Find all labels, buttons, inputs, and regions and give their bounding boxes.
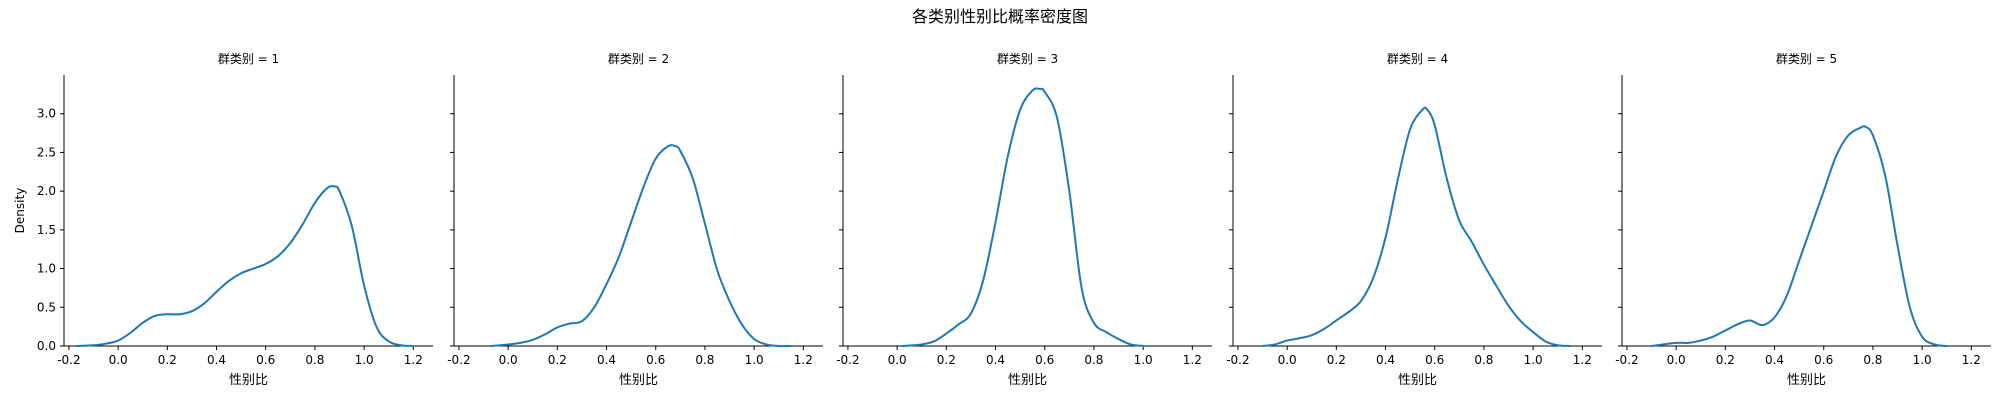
density-line [1261,106,1572,347]
x-tick-label: 1.2 [1183,353,1202,367]
panel-3: 群类别 = 3 -0.2 0.0 0.2 0.4 0.6 0.8 1.0 1.2 性别比 [836,52,1212,388]
x-tick-label: 1.0 [355,353,374,367]
x-tick-label: 0.2 [1716,353,1735,367]
x-tick-label: 0.6 [646,353,665,367]
x-tick-label: 0.8 [1084,353,1103,367]
x-tick-label: 0.0 [1667,353,1686,367]
panel-1: 群类别 = 1-0.2 0.0 0.2 0.4 0.6 0.8 1.0 1.20.00.51.… [13,52,433,388]
x-tick-label: 0.0 [888,353,907,367]
x-tick-label: 1.0 [1913,353,1932,367]
x-tick-label: 0.2 [158,353,177,367]
x-axis-label: 性别比 [1008,373,1047,388]
density-line [901,87,1145,347]
x-axis-label: 性别比 [229,373,268,388]
x-tick-label: 0.8 [305,353,324,367]
x-tick-label: -0.2 [1615,353,1638,367]
x-tick-label: 0.4 [597,353,616,367]
density-line [489,144,793,348]
x-tick-label: -0.2 [836,353,859,367]
x-tick-label: 0.8 [695,353,714,367]
x-tick-label: 0.8 [1863,353,1882,367]
y-tick-label: 2.5 [37,145,56,159]
panel-title: 群类别 = 2 [608,52,669,66]
x-axis-label: 性别比 [619,373,658,388]
panel-title: 群类别 = 5 [1776,52,1837,66]
x-tick-label: 0.0 [499,353,518,367]
x-tick-label: -0.2 [57,353,80,367]
y-tick-label: 1.5 [37,223,56,237]
panel-title: 群类别 = 1 [218,52,279,66]
y-tick-label: 0.0 [37,339,56,353]
x-tick-label: 0.4 [986,353,1005,367]
panel-2: 群类别 = 2 -0.2 0.0 0.2 0.4 0.6 0.8 1.0 1.2 性别比 [447,52,823,388]
density-line [75,185,415,347]
x-tick-label: 1.0 [1134,353,1153,367]
x-tick-label: -0.2 [447,353,470,367]
figure-title: 各类别性别比概率密度图 [912,7,1088,26]
y-tick-label: 3.0 [37,107,56,121]
x-axis-label: 性别比 [1787,373,1826,388]
x-tick-label: 0.6 [1814,353,1833,367]
x-tick-label: 0.2 [1327,353,1346,367]
y-tick-label: 2.0 [37,184,56,198]
density-line [1650,125,1948,347]
x-tick-label: 0.0 [1278,353,1297,367]
x-tick-label: 1.2 [404,353,423,367]
y-axis-label: Density [13,188,27,234]
x-tick-label: 0.2 [548,353,567,367]
panel-5: 群类别 = 5 -0.2 0.0 0.2 0.4 0.6 0.8 1.0 1.2 性别比 [1615,52,1991,388]
x-tick-label: 1.2 [794,353,813,367]
x-tick-label: 0.2 [937,353,956,367]
x-tick-label: 0.4 [1376,353,1395,367]
x-tick-label: 1.0 [1524,353,1543,367]
x-tick-label: 1.0 [745,353,764,367]
panel-title: 群类别 = 4 [1387,52,1448,66]
x-tick-label: 0.6 [256,353,275,367]
x-tick-label: 0.6 [1425,353,1444,367]
x-tick-label: 0.4 [1765,353,1784,367]
y-tick-label: 1.0 [37,262,56,276]
x-tick-label: 0.8 [1474,353,1493,367]
x-tick-label: 0.4 [207,353,226,367]
x-tick-label: 0.0 [109,353,128,367]
x-tick-label: 1.2 [1962,353,1981,367]
panel-title: 群类别 = 3 [997,52,1058,66]
x-tick-label: 1.2 [1573,353,1592,367]
y-tick-label: 0.5 [37,300,56,314]
x-tick-label: -0.2 [1226,353,1249,367]
x-axis-label: 性别比 [1398,373,1437,388]
panel-4: 群类别 = 4 -0.2 0.0 0.2 0.4 0.6 0.8 1.0 1.2 性别比 [1226,52,1602,388]
x-tick-label: 0.6 [1035,353,1054,367]
